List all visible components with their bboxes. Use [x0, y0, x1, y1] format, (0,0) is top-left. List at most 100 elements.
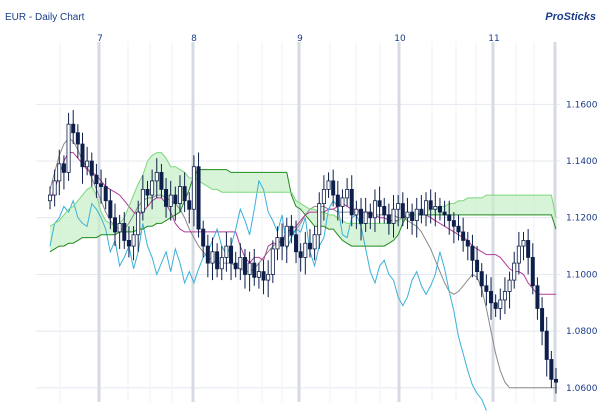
candle-body: [372, 200, 377, 219]
y-tick-label: 1.0600: [566, 384, 598, 394]
candle-body: [456, 225, 461, 233]
candle-body: [80, 143, 85, 168]
candle-body: [516, 245, 521, 264]
candle-body: [89, 160, 94, 176]
candle-body: [229, 245, 234, 264]
candle-body: [451, 220, 456, 227]
candle-body: [386, 214, 391, 224]
leading-span-b-line: [49, 152, 557, 227]
candle-body: [382, 206, 387, 216]
candle-body: [275, 237, 280, 250]
candle-body: [335, 194, 340, 207]
candle-body: [252, 262, 257, 278]
candle-body: [159, 171, 164, 190]
candle-body: [540, 308, 545, 332]
candle-body: [112, 217, 117, 233]
candle-body: [201, 228, 206, 247]
candle-body: [294, 234, 299, 253]
candle-body: [549, 359, 554, 380]
candle-body: [475, 259, 480, 273]
candle-body: [419, 208, 424, 216]
candle-body: [219, 257, 224, 270]
candle-body: [94, 174, 99, 185]
candle-body: [103, 186, 108, 202]
y-tick-label: 1.0800: [566, 327, 598, 337]
candle-body: [368, 211, 373, 219]
candle-body: [266, 274, 271, 281]
candle-body: [261, 271, 266, 281]
x-month-label: 9: [297, 34, 303, 44]
candle-body: [461, 231, 466, 241]
y-tick-label: 1.1000: [566, 270, 598, 280]
candle-body: [507, 279, 512, 292]
candle-body: [554, 378, 559, 383]
candle-body: [164, 189, 169, 207]
candle-body: [321, 189, 326, 204]
y-tick-label: 1.1600: [566, 100, 598, 110]
candle-body: [48, 194, 53, 202]
candle-body: [284, 225, 289, 247]
candle-body: [71, 123, 76, 134]
candle-body: [298, 251, 303, 258]
candle-body: [256, 271, 261, 278]
candle-body: [470, 245, 475, 261]
chart-title: EUR - Daily Chart: [5, 12, 85, 23]
candle-body: [312, 234, 317, 250]
candle-body: [433, 206, 438, 210]
candle-body: [489, 291, 494, 304]
candle-body: [340, 197, 345, 207]
candle-body: [331, 180, 336, 196]
candle-body: [117, 223, 122, 233]
candle-body: [289, 225, 294, 236]
candle-body: [75, 132, 80, 145]
candle-body: [498, 299, 503, 309]
brand-logo: ProSticks: [545, 11, 596, 23]
candle-body: [493, 302, 498, 309]
candle-body: [247, 262, 252, 275]
candle-body: [391, 208, 396, 224]
x-month-label: 11: [488, 34, 499, 44]
candle-body: [484, 285, 489, 292]
candle-body: [191, 166, 196, 210]
candle-body: [224, 245, 229, 258]
candle-body: [544, 330, 549, 360]
candle-body: [437, 206, 442, 213]
lagging-line: [49, 179, 487, 411]
candle-body: [535, 285, 540, 309]
baseline-line: [49, 137, 556, 389]
candle-body: [177, 186, 182, 204]
candle-body: [512, 262, 517, 281]
x-month-label: 8: [191, 34, 197, 44]
x-month-label: 10: [394, 34, 406, 44]
candle-body: [377, 200, 382, 207]
candle-body: [126, 240, 131, 247]
candle-body: [145, 189, 150, 196]
candle-body: [210, 251, 215, 264]
candle-body: [173, 194, 178, 204]
candle-body: [238, 257, 243, 270]
candle-body: [99, 183, 104, 187]
candle-body: [182, 186, 187, 202]
candle-body: [205, 245, 210, 264]
candle-body: [526, 240, 531, 258]
candle-body: [52, 180, 57, 196]
y-tick-label: 1.1400: [566, 157, 598, 167]
candle-body: [447, 214, 452, 221]
candle-body: [280, 237, 285, 247]
candle-body: [317, 203, 322, 236]
candle-body: [150, 180, 155, 196]
candle-body: [502, 291, 507, 301]
candle-body: [424, 200, 429, 216]
candle-body: [168, 194, 173, 207]
x-month-label: 7: [97, 34, 103, 44]
candle-body: [414, 208, 419, 221]
candle-body: [108, 200, 113, 219]
candle-body: [521, 240, 526, 247]
candle-body: [215, 251, 220, 270]
candle-body: [359, 208, 364, 224]
candle-body: [349, 189, 354, 216]
candle-body: [154, 171, 159, 182]
candle-body: [400, 203, 405, 219]
candle-body: [122, 223, 127, 241]
candle-body: [66, 123, 71, 173]
